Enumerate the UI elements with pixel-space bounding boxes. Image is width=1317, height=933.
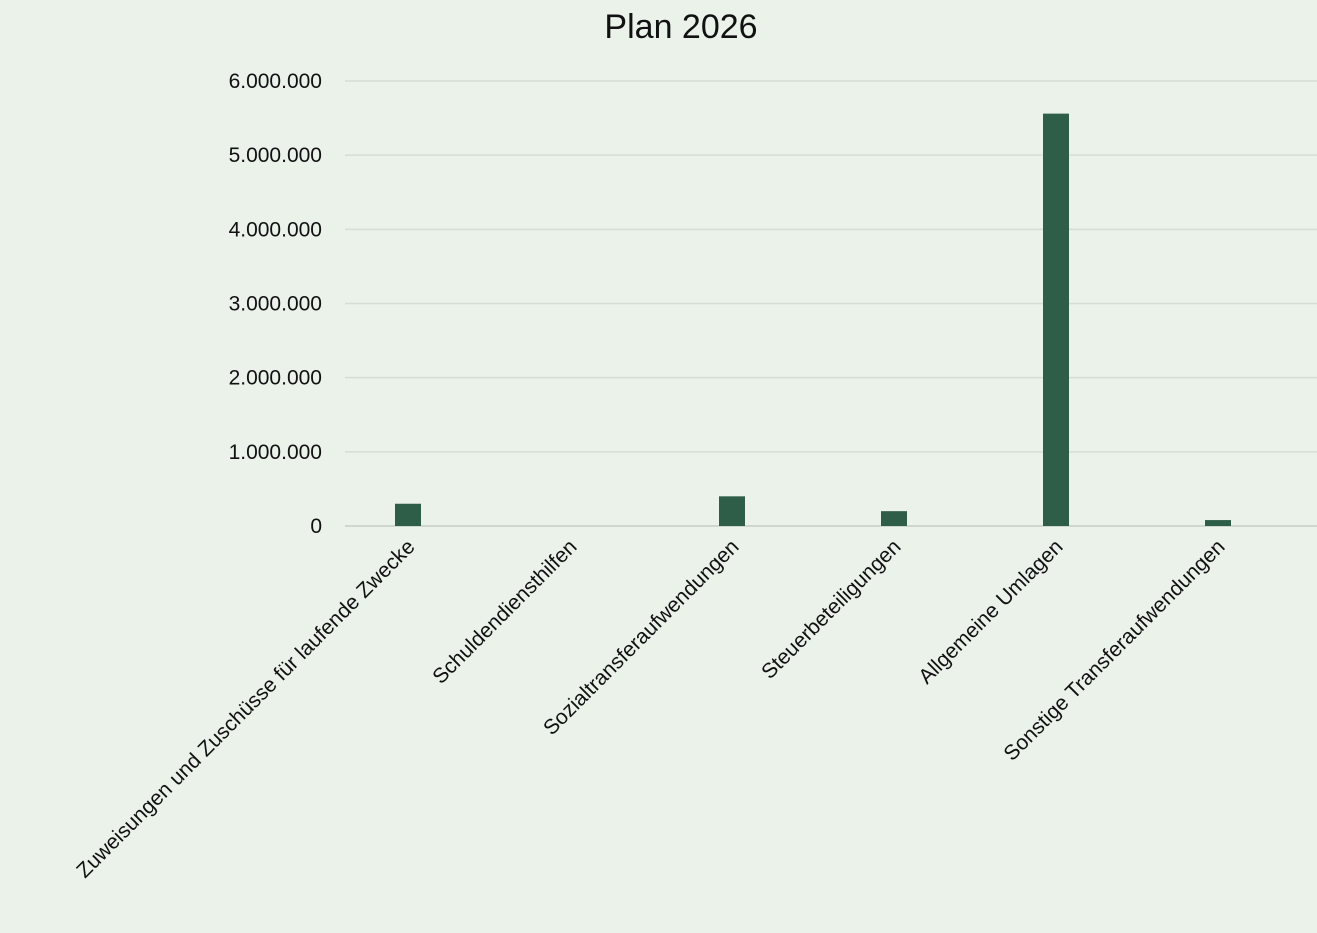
bar bbox=[1043, 113, 1069, 526]
x-category-label: Schuldendiensthilfen bbox=[428, 535, 581, 688]
x-category-label: Sozialtransferaufwendungen bbox=[539, 535, 743, 739]
bar bbox=[395, 503, 421, 526]
y-tick-label: 2.000.000 bbox=[229, 367, 322, 390]
bar bbox=[1205, 520, 1231, 526]
x-category-label: Allgemeine Umlagen bbox=[914, 535, 1067, 688]
x-axis-labels: Zuweisungen und Zuschüsse für laufende Z… bbox=[72, 535, 1229, 882]
x-category-label: Steuerbeteiligungen bbox=[757, 535, 905, 683]
y-tick-label: 6.000.000 bbox=[229, 70, 322, 93]
chart-title: Plan 2026 bbox=[604, 8, 757, 46]
bar bbox=[719, 496, 745, 526]
y-tick-label: 0 bbox=[310, 515, 322, 538]
y-tick-label: 1.000.000 bbox=[229, 441, 322, 464]
bars bbox=[395, 113, 1231, 526]
y-tick-label: 5.000.000 bbox=[229, 144, 322, 167]
bar bbox=[881, 511, 907, 526]
y-tick-label: 4.000.000 bbox=[229, 218, 322, 241]
gridlines bbox=[345, 80, 1317, 527]
y-axis-ticks: 0 1.000.000 2.000.000 3.000.000 4.000.000 5.0… bbox=[229, 70, 322, 538]
y-tick-label: 3.000.000 bbox=[229, 293, 322, 316]
x-category-label: Zuweisungen und Zuschüsse für laufende Z… bbox=[72, 535, 419, 882]
